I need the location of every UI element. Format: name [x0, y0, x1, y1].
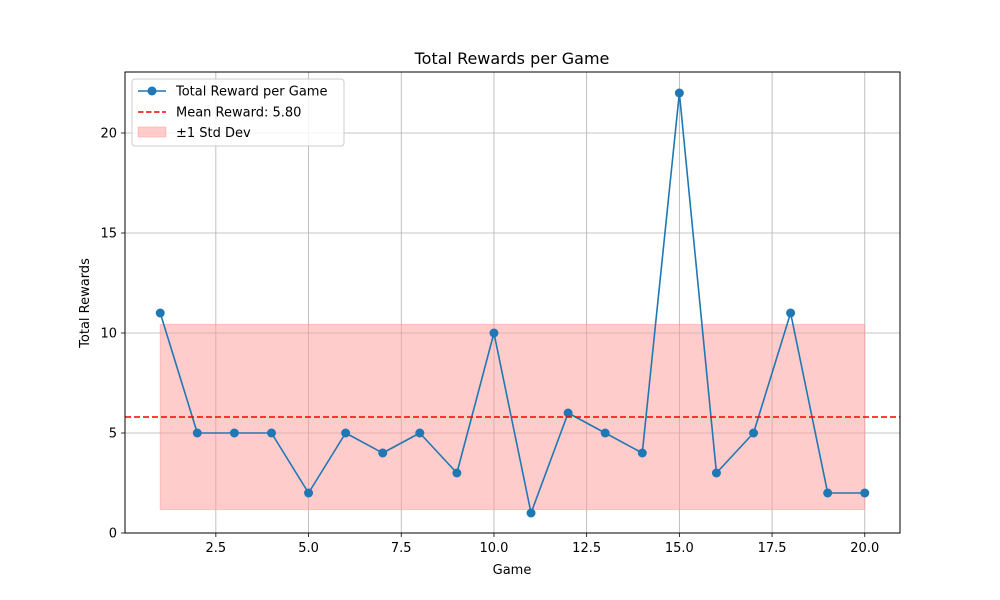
chart-title: Total Rewards per Game [414, 49, 610, 68]
data-point [452, 468, 462, 478]
legend-box [131, 78, 345, 147]
x-tick-label: 5.0 [298, 541, 319, 556]
data-point [155, 308, 165, 318]
legend-label-band: ±1 Std Dev [176, 126, 251, 141]
plot-area: 2.5 5.0 7.5 10.0 12.5 15.0 17.5 20.0 0 5 10 15 20 [100, 71, 901, 556]
data-point [600, 428, 610, 438]
data-point [229, 428, 239, 438]
legend-band-marker [137, 126, 167, 138]
data-point [860, 488, 870, 498]
x-tick-label: 10.0 [479, 541, 508, 556]
data-point [711, 468, 721, 478]
data-point [749, 428, 759, 438]
legend-point-marker [147, 86, 157, 96]
data-point [563, 408, 573, 418]
x-axis-label: Game [493, 563, 532, 578]
y-tick-label: 0 [109, 527, 117, 542]
data-point [489, 328, 499, 338]
data-point [526, 508, 536, 518]
y-tick-label: 15 [100, 227, 117, 242]
legend-label-mean: Mean Reward: 5.80 [176, 106, 301, 121]
data-point [266, 428, 276, 438]
series-line [159, 92, 865, 514]
data-point [378, 448, 388, 458]
data-point [674, 88, 684, 98]
x-tick-label: 17.5 [758, 541, 787, 556]
axes-frame [124, 71, 901, 534]
data-point [415, 428, 425, 438]
data-point [341, 428, 351, 438]
legend-label-series: Total Reward per Game [175, 85, 327, 100]
y-axis-label: Total Rewards [78, 258, 93, 349]
x-tick-label: 7.5 [391, 541, 412, 556]
x-tick-label: 15.0 [665, 541, 694, 556]
data-point [637, 448, 647, 458]
data-point [786, 308, 796, 318]
data-point [823, 488, 833, 498]
y-tick-label: 5 [109, 427, 117, 442]
y-tick-label: 20 [100, 127, 117, 142]
legend: Total Reward per Game Mean Reward: 5.80 … [131, 78, 345, 147]
data-point [192, 428, 202, 438]
data-point [304, 488, 314, 498]
x-tick-label: 12.5 [572, 541, 601, 556]
y-tick-label: 10 [100, 327, 117, 342]
x-tick-label: 20.0 [850, 541, 879, 556]
x-tick-label: 2.5 [206, 541, 227, 556]
